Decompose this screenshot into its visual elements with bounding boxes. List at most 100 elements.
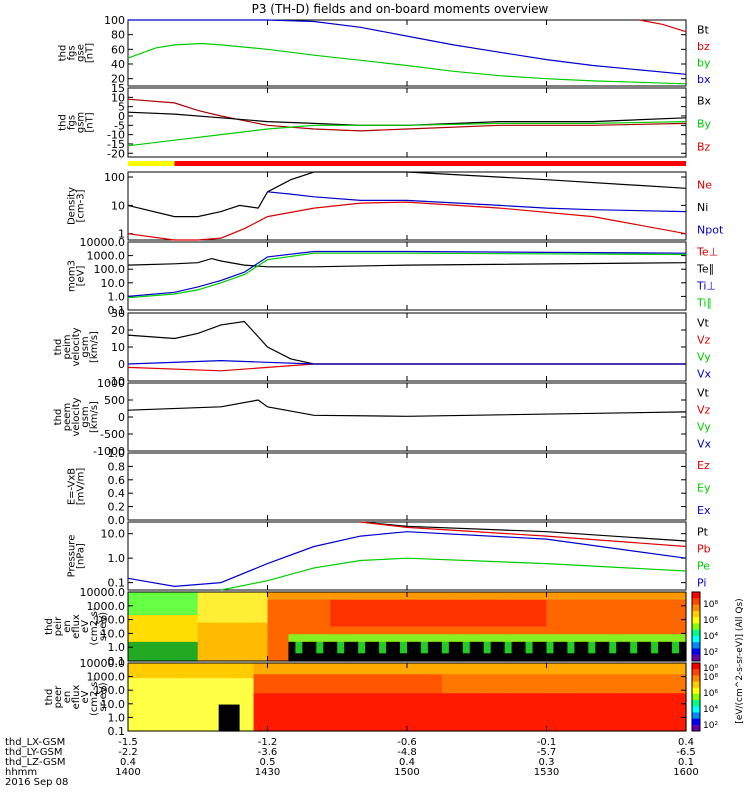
legend-entry: Vz (697, 404, 711, 417)
heatmap-cell (434, 592, 443, 597)
heatmap-cell (581, 638, 589, 643)
heatmap-cell (672, 670, 680, 675)
heatmap-cell (560, 595, 569, 601)
heatmap-cell (288, 704, 296, 709)
heatmap-cell (358, 689, 366, 694)
heatmap-cell (413, 670, 422, 675)
heatmap-cell (309, 599, 317, 605)
y-axis-label-line: [nT] (85, 112, 96, 132)
heatmap-cell (441, 674, 450, 679)
heatmap-cell (574, 622, 582, 628)
heatmap-cell (476, 663, 485, 668)
heatmap-cell (560, 653, 569, 658)
heatmap-cell (455, 697, 464, 702)
heatmap-cell (337, 657, 345, 662)
heatmap-cell (379, 649, 387, 654)
heatmap-cell (658, 626, 666, 631)
heatmap-cell (532, 678, 541, 683)
heatmap-cell (267, 670, 276, 675)
heatmap-cell (651, 674, 659, 679)
heatmap-cell (225, 649, 234, 654)
heatmap-cell (511, 681, 520, 687)
heatmap-cell (413, 674, 422, 679)
heatmap-cell (316, 670, 324, 675)
heatmap-cell (413, 657, 422, 662)
heatmap-cell (441, 708, 450, 713)
heatmap-cell (539, 615, 548, 620)
heatmap-cell (211, 666, 220, 672)
heatmap-cell (365, 727, 373, 732)
x-axis-value: -0.1 (537, 737, 557, 748)
heatmap-cell (134, 611, 143, 616)
heatmap-cell (539, 657, 548, 662)
heatmap-cell (581, 653, 589, 658)
heatmap-cell (365, 615, 373, 620)
x-axis-value: -3.6 (258, 747, 278, 758)
heatmap-cell (672, 653, 680, 658)
heatmap-cell (427, 638, 436, 643)
colorbar-swatch (692, 654, 700, 662)
heatmap-cell (386, 681, 394, 687)
heatmap-cell (637, 674, 645, 679)
heatmap-cell (504, 697, 513, 702)
heatmap-cell (351, 657, 359, 662)
heatmap-cell (281, 715, 290, 721)
heatmap-cell (644, 618, 652, 624)
heatmap-cell (644, 615, 652, 620)
heatmap-cell (393, 704, 401, 709)
heatmap-cell (525, 712, 534, 717)
heatmap-cell (274, 615, 283, 620)
heatmap-cell (441, 626, 450, 631)
heatmap-cell (260, 599, 269, 605)
heatmap-cell (274, 649, 283, 654)
heatmap-cell (379, 615, 387, 620)
heatmap-cell (128, 618, 136, 624)
heatmap-cell (658, 681, 666, 687)
heatmap-cell (497, 666, 506, 672)
heatmap-cell (204, 666, 213, 672)
heatmap-cell (246, 666, 255, 672)
heatmap-cell (148, 674, 157, 679)
heatmap-cell (358, 693, 366, 698)
heatmap-cell (525, 641, 534, 647)
heatmap-cell (567, 618, 575, 624)
y-tick-label: 500 (104, 394, 125, 407)
heatmap-cell (651, 595, 659, 601)
heatmap-cell (211, 603, 220, 608)
heatmap-cell (679, 595, 687, 601)
heatmap-cell (665, 603, 673, 608)
heatmap-cell (679, 607, 687, 612)
heatmap-cell (309, 715, 317, 721)
heatmap-cell (581, 603, 589, 608)
heatmap-cell (483, 727, 492, 732)
heatmap-cell (483, 708, 492, 713)
heatmap-cell (274, 626, 283, 631)
heatmap-cell (365, 641, 373, 647)
heatmap-cell (218, 693, 227, 698)
legend-entry: Pt (697, 526, 709, 539)
y-axis-label-line: peer (53, 685, 64, 709)
heatmap-cell (553, 704, 562, 709)
heatmap-cell (190, 615, 199, 620)
heatmap-cell (595, 678, 603, 683)
heatmap-cell (420, 618, 429, 624)
heatmap-cell (511, 607, 520, 612)
heatmap-cell (204, 678, 213, 683)
heatmap-cell (567, 704, 575, 709)
heatmap-cell (386, 595, 394, 601)
series-line-Ne (127, 201, 687, 241)
heatmap-cell (672, 708, 680, 713)
heatmap-cell (281, 700, 290, 706)
heatmap-cell (546, 712, 555, 717)
heatmap-cell (183, 638, 192, 643)
heatmap-cell (316, 611, 324, 616)
heatmap-cell (420, 634, 429, 639)
heatmap-cell (553, 670, 562, 675)
heatmap-cell (679, 712, 687, 717)
heatmap-cell (504, 666, 513, 672)
heatmap-cell (595, 599, 603, 605)
heatmap-cell (372, 681, 380, 687)
heatmap-cell (581, 599, 589, 605)
heatmap-cell (281, 634, 290, 639)
heatmap-cell (616, 678, 624, 683)
